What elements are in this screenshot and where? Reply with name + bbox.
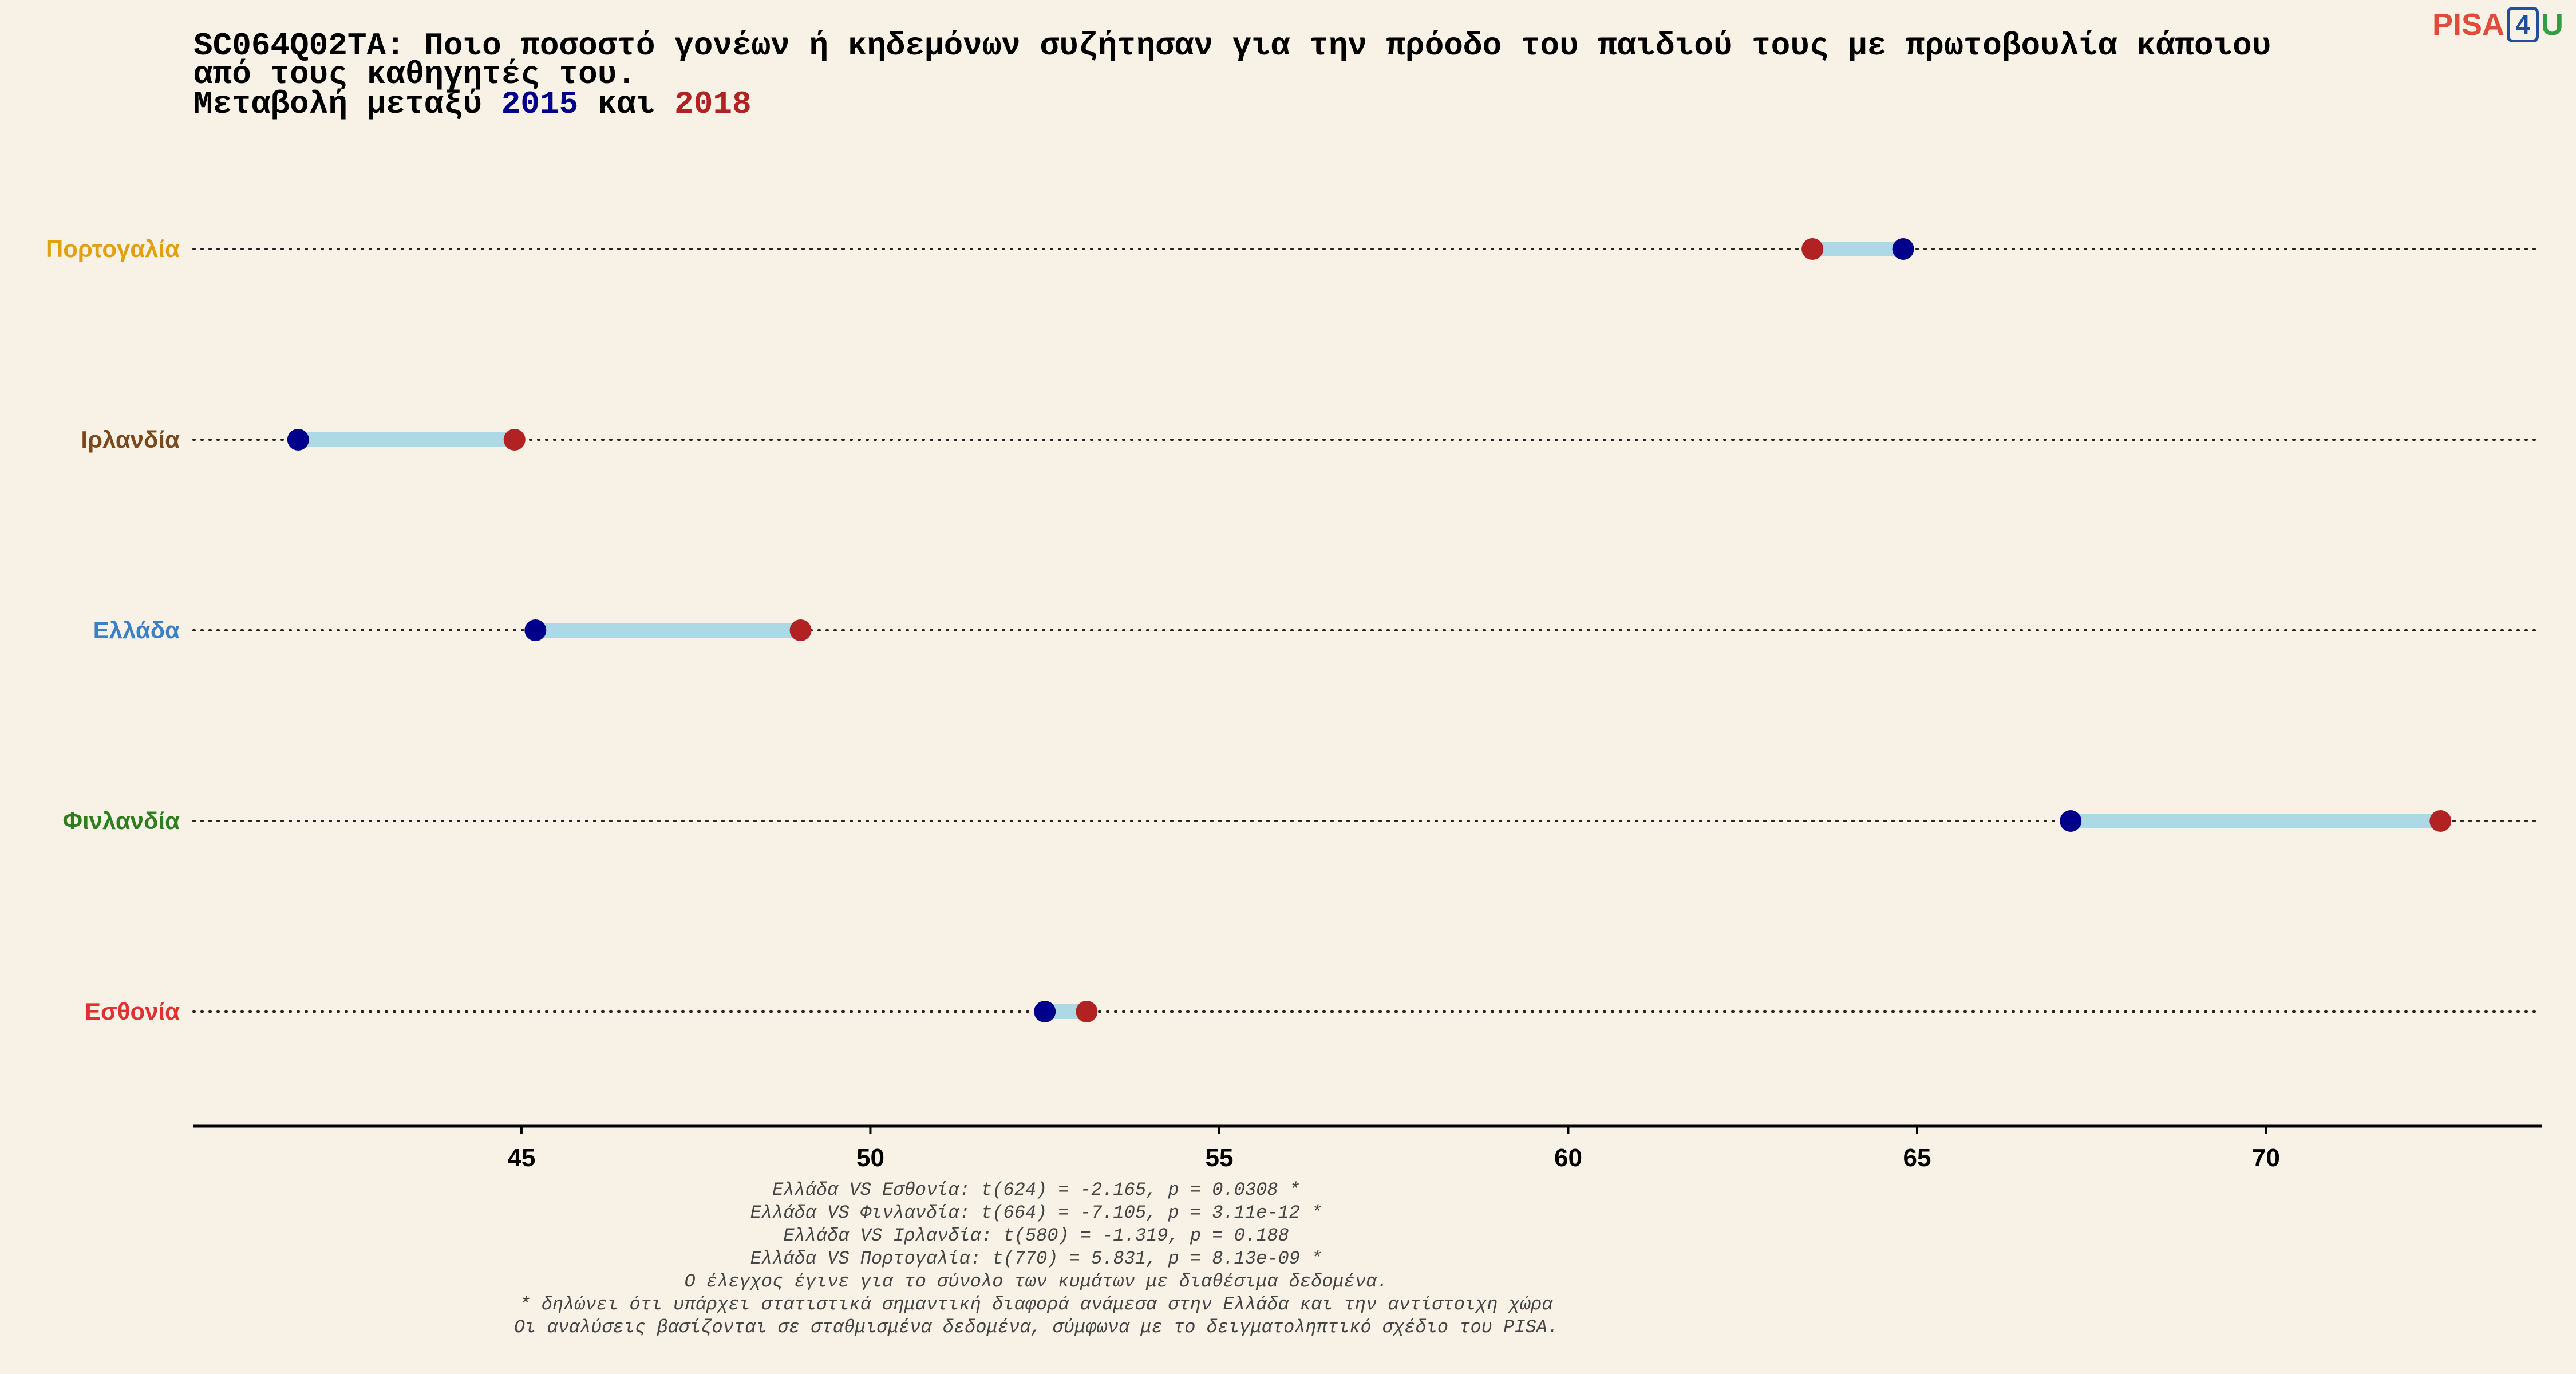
category-row: Εσθονία (85, 998, 2543, 1025)
x-tick-label: 45 (507, 1144, 535, 1172)
category-label: Πορτογαλία (46, 235, 180, 262)
point-2018 (789, 619, 812, 641)
title-line-3-middle: και (578, 86, 674, 123)
logo-pisa-text: PISA (2432, 7, 2504, 42)
title-line-1: SC064Q02TA: Ποιο ποσοστό γονέων ή κηδεμό… (193, 27, 2271, 64)
category-label: Ιρλανδία (81, 426, 180, 453)
x-tick-label: 55 (1205, 1144, 1233, 1172)
chart-title: SC064Q02TA: Ποιο ποσοστό γονέων ή κηδεμό… (193, 27, 2271, 123)
x-tick-label: 65 (1903, 1144, 1931, 1172)
point-2018 (1801, 238, 1824, 260)
point-2015 (2060, 810, 2082, 832)
x-tick-label: 50 (856, 1144, 884, 1172)
x-tick-label: 70 (2252, 1144, 2280, 1172)
category-row: Πορτογαλία (46, 235, 2543, 262)
category-row: Φινλανδία (63, 807, 2543, 834)
category-label: Ελλάδα (93, 617, 180, 643)
title-year-2018: 2018 (674, 86, 751, 123)
footnote-line: Ελλάδα VS Εσθονία: t(624) = -2.165, p = … (772, 1179, 1300, 1201)
point-2018 (503, 429, 526, 451)
point-2015 (524, 619, 547, 641)
title-line-2: από τους καθηγητές του. (193, 56, 636, 93)
footnote-line: * δηλώνει ότι υπάρχει στατιστικά σημαντι… (519, 1294, 1553, 1315)
x-tick-label: 60 (1554, 1144, 1582, 1172)
category-row: Ιρλανδία (81, 426, 2543, 453)
point-2015 (1892, 238, 1914, 260)
plot-area: Πορτογαλία Ιρλανδία Ελλάδα Φινλανδία Εσθονία (46, 235, 2543, 1025)
title-line-3: Μεταβολή μεταξύ 2015 και 2018 (193, 86, 752, 123)
point-2018 (2429, 810, 2452, 832)
footnotes: Ελλάδα VS Εσθονία: t(624) = -2.165, p = … (514, 1179, 1558, 1338)
category-label: Φινλανδία (63, 807, 180, 834)
point-2018 (1076, 1001, 1098, 1022)
x-axis: 45 50 55 60 65 70 (193, 1124, 2542, 1172)
point-2015 (287, 429, 309, 451)
category-label: Εσθονία (85, 998, 180, 1025)
logo-u-text: U (2541, 7, 2563, 42)
logo-four-text: 4 (2507, 7, 2539, 42)
category-row: Ελλάδα (93, 617, 2543, 643)
title-year-2015: 2015 (501, 86, 578, 123)
footnote-line: Ο έλεγχος έγινε για το σύνολο των κυμάτω… (685, 1271, 1388, 1292)
pisa4u-logo: PISA 4 U (2432, 7, 2563, 42)
footnote-line: Οι αναλύσεις βασίζονται σε σταθμισμένα δ… (514, 1317, 1558, 1338)
footnote-line: Ελλάδα VS Πορτογαλία: t(770) = 5.831, p … (750, 1248, 1322, 1269)
point-2015 (1034, 1001, 1056, 1022)
footnote-line: Ελλάδα VS Φινλανδία: t(664) = -7.105, p … (750, 1202, 1322, 1223)
title-line-3-prefix: Μεταβολή μεταξύ (193, 86, 501, 123)
footnote-line: Ελλάδα VS Ιρλανδία: t(580) = -1.319, p =… (783, 1225, 1289, 1246)
